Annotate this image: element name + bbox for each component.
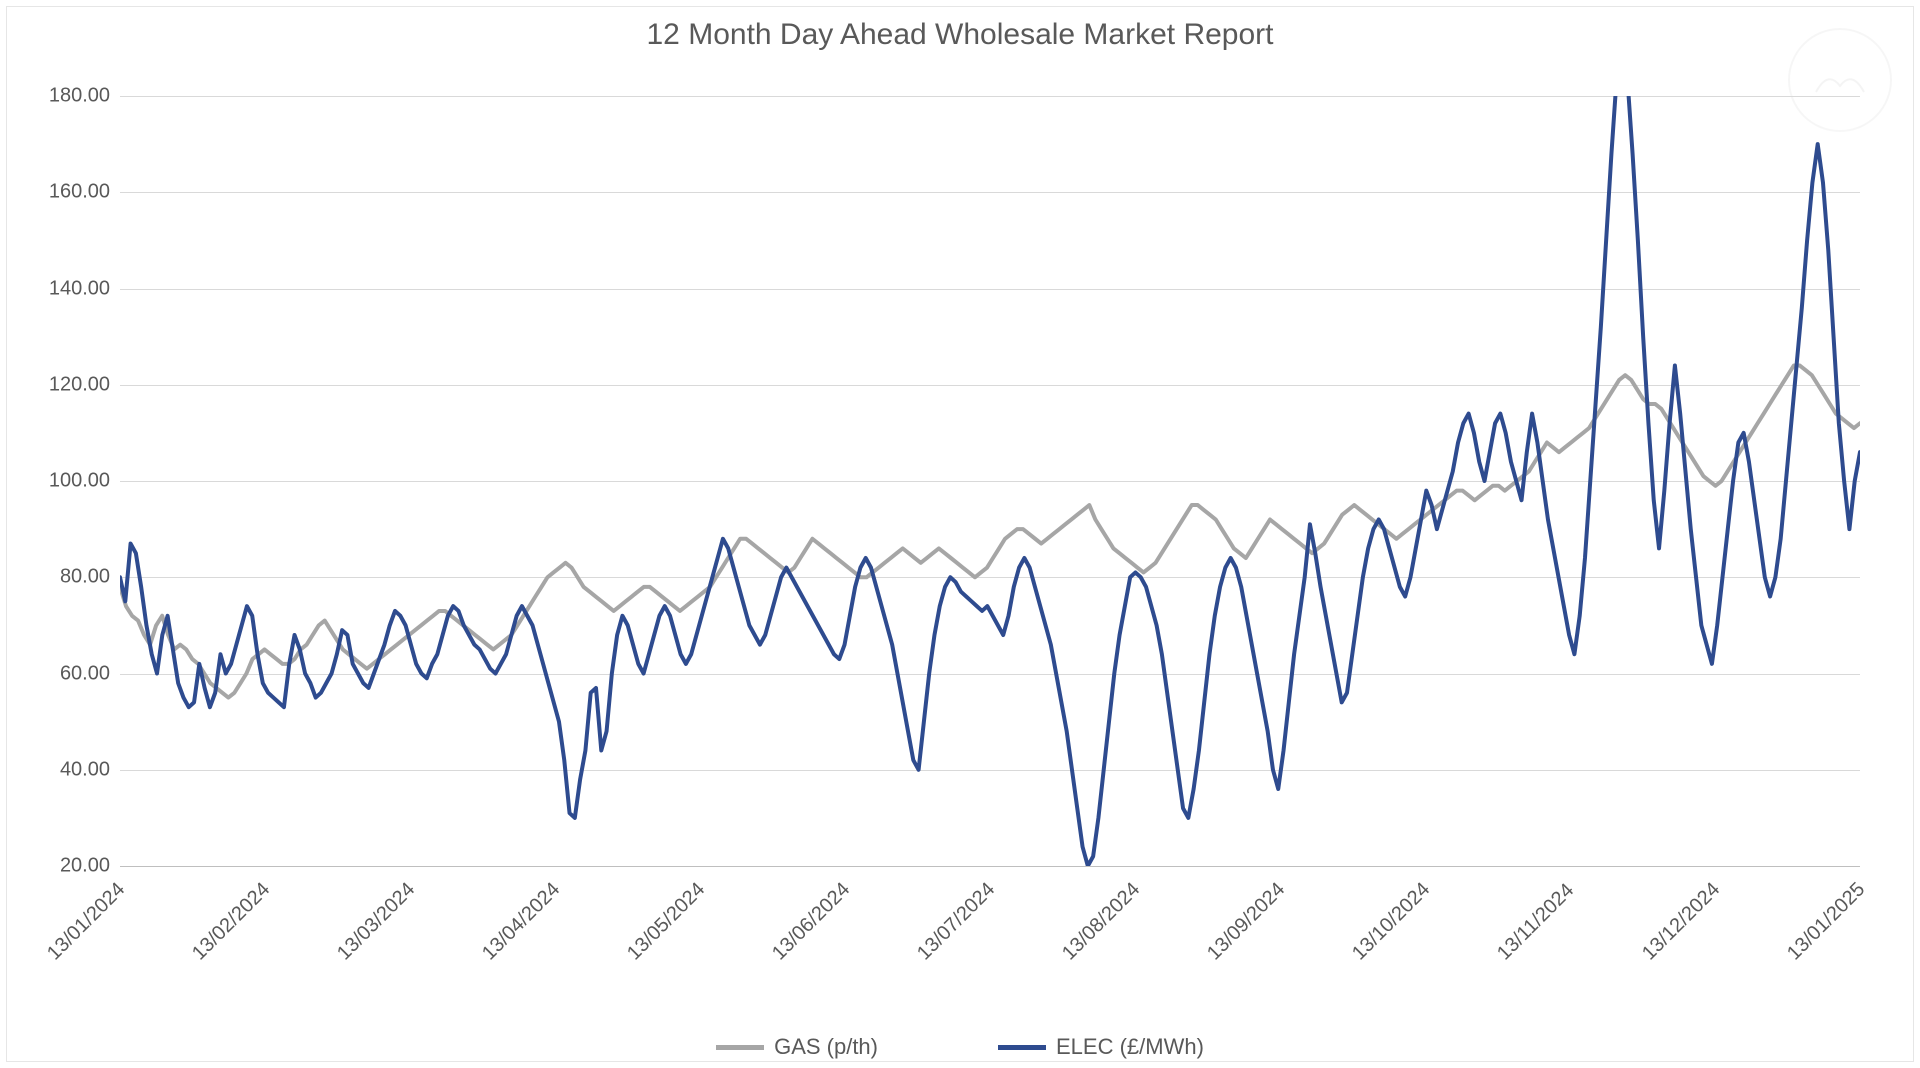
y-tick-label: 40.00 [60,758,110,781]
x-tick-label: 13/04/2024 [478,878,565,965]
y-tick-label: 160.00 [49,181,110,204]
series-line [120,96,1860,866]
y-tick-label: 140.00 [49,277,110,300]
x-tick-label: 13/09/2024 [1203,878,1290,965]
y-tick-label: 60.00 [60,662,110,685]
x-tick-label: 13/12/2024 [1638,878,1725,965]
series-svg [120,96,1860,866]
series-line [120,366,1860,698]
y-tick-label: 80.00 [60,566,110,589]
x-tick-label: 13/10/2024 [1348,878,1435,965]
y-tick-label: 120.00 [49,373,110,396]
legend-item: GAS (p/th) [716,1034,878,1060]
chart-container: 12 Month Day Ahead Wholesale Market Repo… [0,0,1920,1068]
legend-label: GAS (p/th) [774,1034,878,1060]
y-tick-label: 180.00 [49,85,110,108]
legend-item: ELEC (£/MWh) [998,1034,1204,1060]
x-axis-line [120,866,1860,867]
x-tick-label: 13/02/2024 [188,878,275,965]
x-tick-label: 13/11/2024 [1493,879,1579,965]
legend: GAS (p/th) ELEC (£/MWh) [0,1034,1920,1060]
chart-title: 12 Month Day Ahead Wholesale Market Repo… [0,18,1920,52]
y-tick-label: 100.00 [49,470,110,493]
legend-swatch [998,1045,1046,1050]
x-tick-label: 13/01/2024 [43,878,130,965]
x-tick-label: 13/07/2024 [913,878,1000,965]
y-tick-label: 20.00 [60,855,110,878]
x-tick-label: 13/01/2025 [1783,878,1870,965]
legend-swatch [716,1045,764,1050]
x-tick-label: 13/05/2024 [623,878,710,965]
x-tick-label: 13/06/2024 [768,878,855,965]
legend-label: ELEC (£/MWh) [1056,1034,1204,1060]
x-tick-label: 13/03/2024 [333,878,420,965]
plot-area: 20.0040.0060.0080.00100.00120.00140.0016… [120,96,1860,866]
x-tick-label: 13/08/2024 [1058,878,1145,965]
